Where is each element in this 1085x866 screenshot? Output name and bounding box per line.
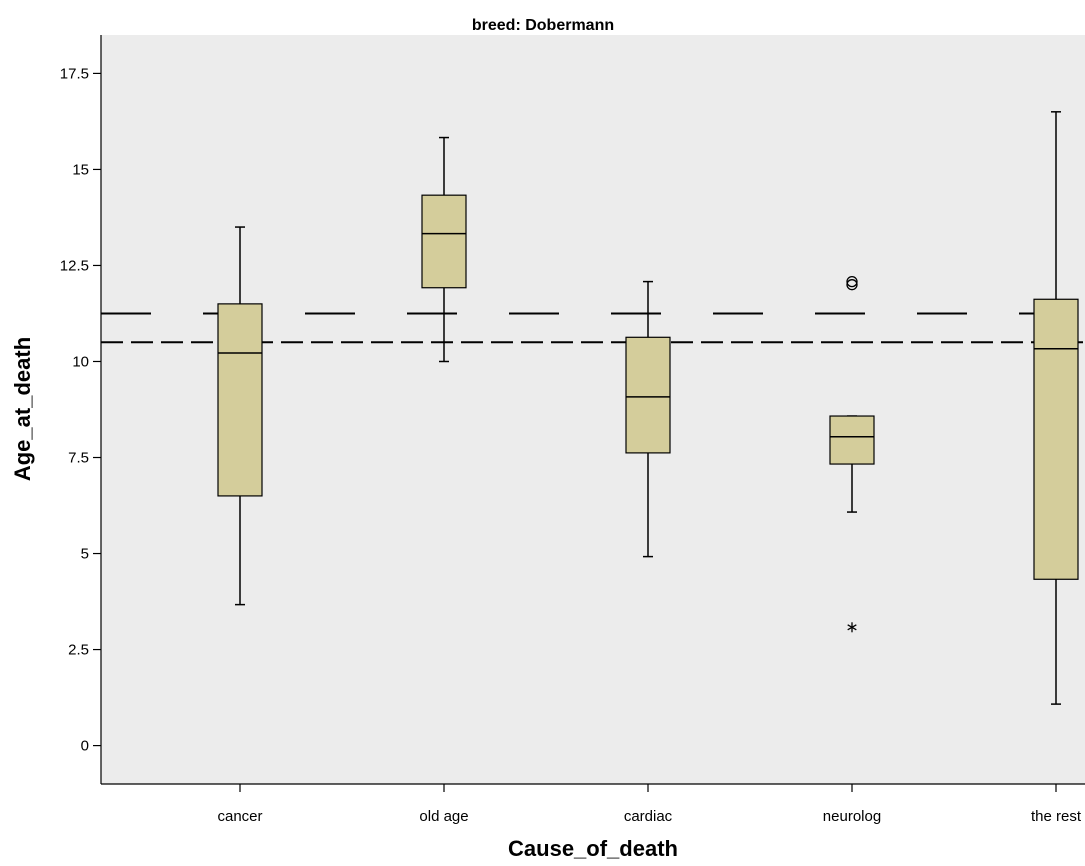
x-axis-title: Cause_of_death <box>508 836 678 861</box>
x-tick-label: old age <box>419 808 468 825</box>
x-tick-label: neurolog <box>823 808 881 825</box>
y-tick-label: 0 <box>81 738 89 755</box>
box-cancer <box>217 226 263 606</box>
reference-lines <box>101 312 1085 344</box>
y-tick-label: 2.5 <box>68 642 89 659</box>
box-iqr <box>421 194 467 289</box>
outlier-point <box>846 275 858 288</box>
box-iqr <box>625 336 671 454</box>
y-tick-label: 5 <box>81 546 89 563</box>
extreme-point-stroke <box>847 624 857 631</box>
chart-title: breed: Dobermann <box>472 17 614 34</box>
outlier-point <box>846 279 858 291</box>
x-axis-ticks: cancer old age cardiac neurolog the rest <box>217 784 1082 825</box>
box-iqr <box>829 415 875 465</box>
boxes <box>217 111 1079 705</box>
box-iqr <box>1033 298 1079 580</box>
x-tick-label: cardiac <box>624 808 673 825</box>
y-axis-ticks: 0 2.5 5 7.5 10 12.5 15 17.5 <box>60 65 101 755</box>
plot-area <box>101 35 1085 784</box>
y-tick-label: 17.5 <box>60 65 89 82</box>
x-tick-label: cancer <box>217 808 262 825</box>
box-the-rest <box>1033 111 1079 705</box>
y-tick-label: 12.5 <box>60 257 89 274</box>
y-tick-label: 15 <box>72 161 89 178</box>
x-tick-label: the rest <box>1031 808 1082 825</box>
y-axis-title: Age_at_death <box>10 337 35 481</box>
box-old-age <box>421 136 467 363</box>
y-tick-label: 7.5 <box>68 450 89 467</box>
extreme-point <box>847 622 857 633</box>
box-neurolog <box>829 275 875 633</box>
box-iqr <box>217 303 263 497</box>
y-tick-label: 10 <box>72 353 89 370</box>
box-cardiac <box>625 280 671 558</box>
